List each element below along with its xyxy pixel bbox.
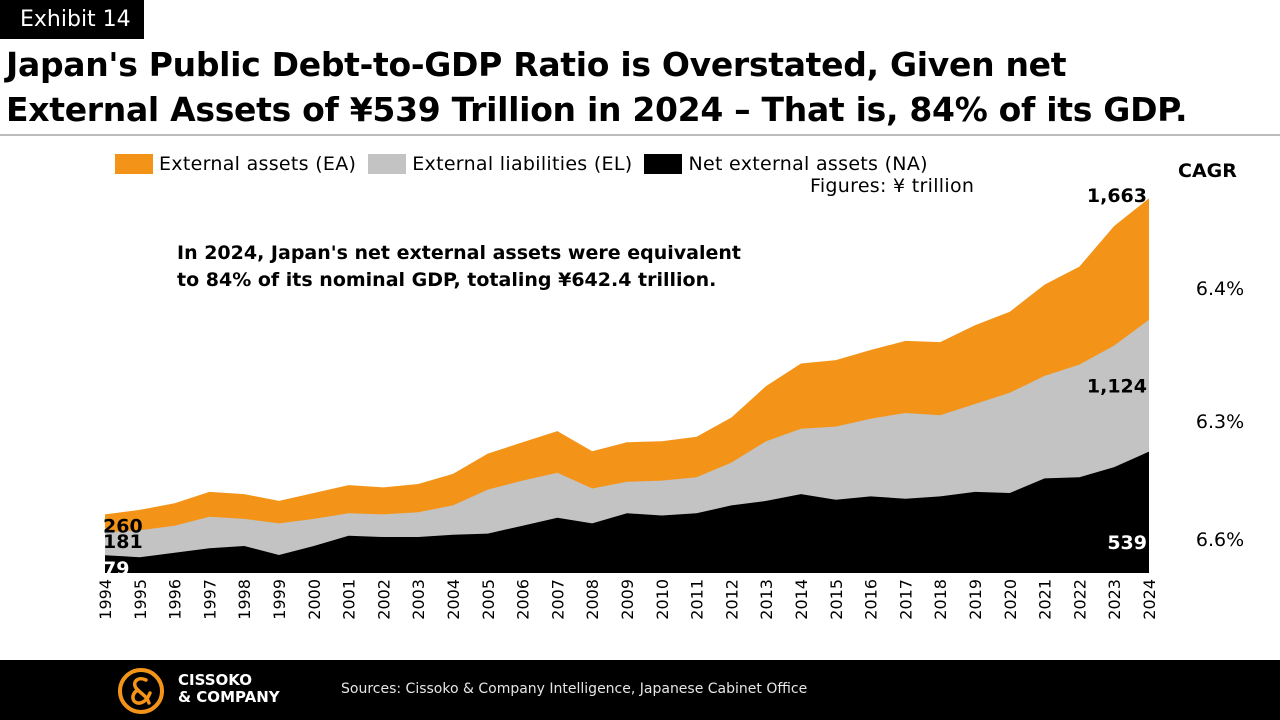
logo-line-2: & COMPANY [178,688,280,706]
x-tick-label: 1999 [270,579,289,620]
legend-item-el: External liabilities (EL) [368,153,632,175]
company-logo-text: CISSOKO & COMPANY [178,672,280,706]
x-tick-label: 2007 [548,579,567,620]
x-tick-label: 2020 [1001,579,1020,620]
cagr-header: CAGR [1178,160,1237,182]
annotation-line-1: In 2024, Japan's net external assets wer… [177,242,741,264]
x-tick-label: 2010 [653,579,672,620]
logo-line-1: CISSOKO [178,671,252,689]
x-tick-label: 2023 [1105,579,1124,620]
data-label-el-1994: 181 [103,531,143,553]
footer-bar [0,660,1280,720]
title-divider [0,134,1280,136]
exhibit-label: Exhibit 14 [20,7,131,32]
legend-item-ea: External assets (EA) [115,153,356,175]
data-label-na-2024: 539 [1107,532,1147,554]
legend-swatch-ea [115,154,153,174]
x-tick-label: 2019 [966,579,985,620]
units-note: Figures: ¥ trillion [810,175,975,197]
page-title: Japan's Public Debt-to-GDP Ratio is Over… [6,42,1276,132]
data-label-ea-1994: 260 [103,515,143,537]
x-tick-label: 1997 [200,579,219,620]
area-chart: 1994 1995 1996 1997 1998 1999 2000 2001 2002 2003… [96,185,1159,620]
x-tick-label: 2016 [862,579,881,620]
x-tick-label: 1994 [96,579,115,620]
title-line-1: Japan's Public Debt-to-GDP Ratio is Over… [6,45,1067,84]
x-tick-label: 2009 [618,579,637,620]
company-logo-icon [118,668,164,714]
chart-annotation: In 2024, Japan's net external assets wer… [177,240,937,294]
x-tick-label: 2021 [1036,579,1055,620]
data-label-ea-2024: 1,663 [1087,185,1147,207]
data-label-na-1994: 79 [103,558,129,580]
x-tick-label: 2017 [896,579,915,620]
x-tick-label: 2005 [479,579,498,620]
x-tick-label: 2014 [792,579,811,620]
x-tick-label: 1996 [166,579,185,620]
data-label-el-2024: 1,124 [1087,376,1147,398]
exhibit-tag: Exhibit 14 [0,0,144,39]
x-tick-label: 2011 [688,579,707,620]
x-tick-label: 2000 [305,579,324,620]
cagr-el: 6.3% [1195,411,1245,433]
x-tick-label: 2013 [757,579,776,620]
legend-label-ea: External assets (EA) [159,153,357,175]
x-tick-label: 1998 [235,579,254,620]
legend-label-na: Net external assets (NA) [688,153,928,175]
x-tick-label: 2006 [514,579,533,620]
x-tick-label: 2024 [1140,579,1159,620]
x-tick-label: 2012 [722,579,741,620]
x-tick-label: 2001 [340,579,359,620]
area-na [105,451,1149,573]
legend-item-na: Net external assets (NA) [644,153,928,175]
x-tick-label: 2008 [583,579,602,620]
annotation-line-2: to 84% of its nominal GDP, totaling ¥642… [177,269,717,291]
x-tick-label: 2003 [409,579,428,620]
x-tick-label: 2004 [444,579,463,620]
chart-legend: External assets (EA) External liabilitie… [115,152,940,176]
x-tick-label: 1995 [131,579,150,620]
legend-swatch-na [644,154,683,174]
cagr-na: 6.6% [1195,529,1245,551]
title-line-2: External Assets of ¥539 Trillion in 2024… [6,90,1188,129]
legend-label-el: External liabilities (EL) [412,153,633,175]
sources-note: Sources: Cissoko & Company Intelligence,… [341,681,808,697]
cagr-ea: 6.4% [1195,278,1245,300]
x-tick-label: 2018 [931,579,950,620]
x-tick-label: 2022 [1070,579,1089,620]
x-tick-label: 2015 [827,579,846,620]
legend-swatch-el [368,154,407,174]
x-tick-label: 2002 [374,579,393,620]
